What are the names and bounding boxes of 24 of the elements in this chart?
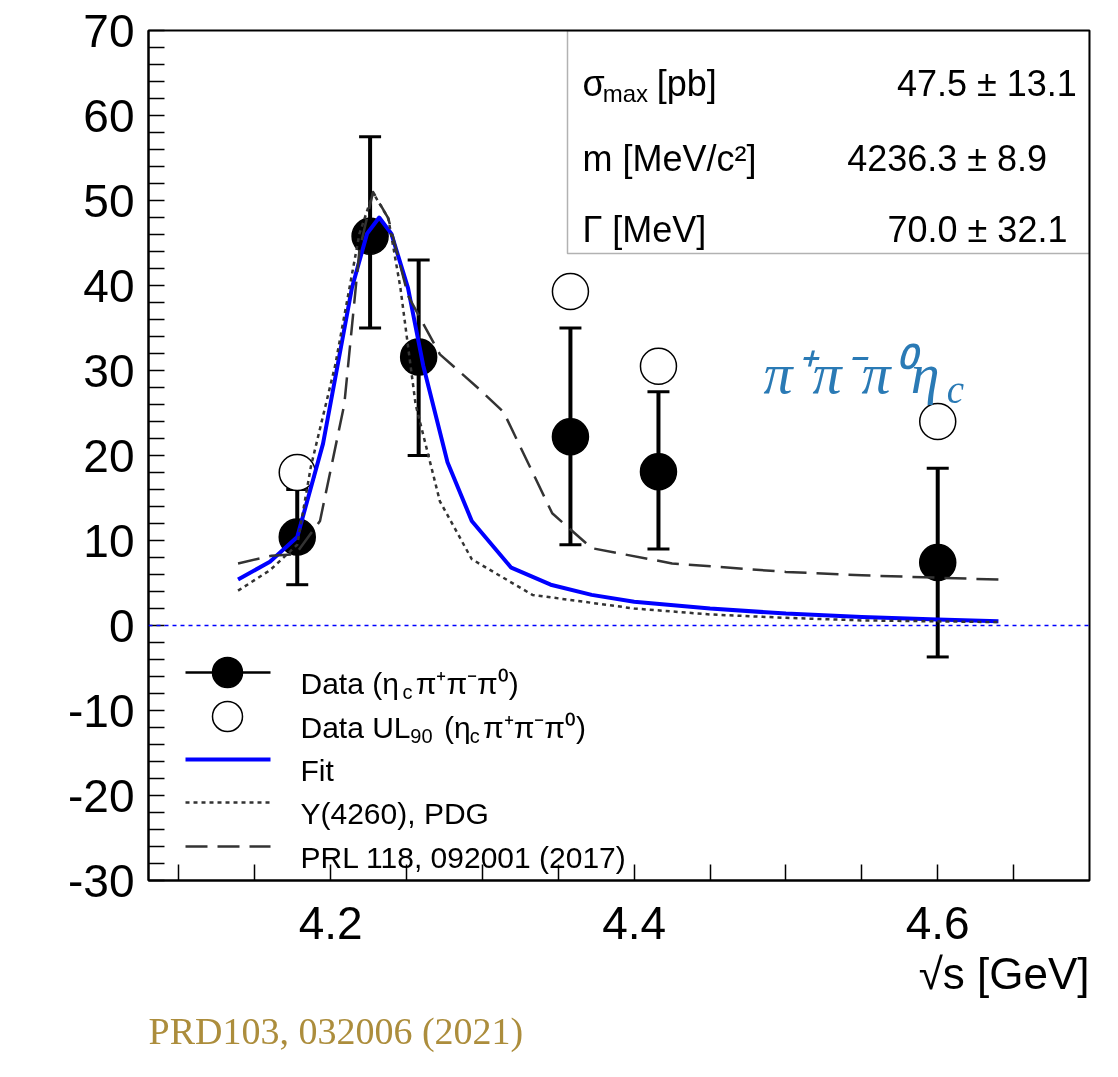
x-tick-label: 4.2 (298, 896, 363, 949)
y-tick-label: -30 (68, 854, 135, 907)
text: PRD103, 032006 (2021) (148, 1009, 524, 1053)
x-axis-title: √s [GeV] (918, 948, 1090, 998)
annotation: 47.5 ± 13.1 (896, 63, 1077, 104)
y-tick-label: 60 (83, 89, 135, 142)
legend-label: PRL 118, 092001 (2017) (300, 841, 626, 874)
y-tick-label: 30 (83, 344, 135, 397)
y-tick-label: 50 (83, 174, 135, 227)
legend-label: Y(4260), PDG (300, 797, 489, 830)
legend-label: Fit (300, 754, 335, 787)
annotation: Γ [MeV] (582, 209, 707, 250)
y-tick-label: 10 (83, 514, 135, 567)
annotation: m [MeV/c²] (582, 138, 757, 179)
annotation: 70.0 ± 32.1 (887, 209, 1068, 250)
y-tick-label: -10 (68, 684, 135, 737)
y-tick-label: 70 (83, 4, 135, 57)
y-tick-label: 0 (108, 599, 135, 652)
y-tick-label: -20 (68, 769, 135, 822)
y-tick-label: 20 (83, 429, 135, 482)
x-tick-label: 4.6 (905, 896, 970, 949)
annotation: 4236.3 ± 8.9 (847, 138, 1048, 179)
x-tick-label: 4.4 (602, 896, 667, 949)
y-tick-label: 40 (83, 259, 135, 312)
